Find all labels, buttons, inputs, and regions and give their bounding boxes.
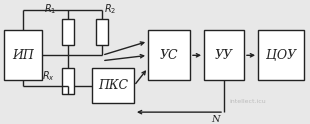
Text: УУ: УУ xyxy=(215,49,233,62)
Bar xyxy=(92,68,134,103)
Text: $R_x$: $R_x$ xyxy=(42,69,55,83)
Text: $R_1$: $R_1$ xyxy=(44,2,56,16)
Text: N: N xyxy=(211,115,220,124)
Bar xyxy=(258,30,304,80)
Text: intellect.icu: intellect.icu xyxy=(230,99,266,104)
Bar xyxy=(62,68,74,94)
Text: УС: УС xyxy=(160,49,178,62)
Text: $R_2$: $R_2$ xyxy=(104,2,116,16)
Text: ИП: ИП xyxy=(12,49,34,62)
Text: ЦОУ: ЦОУ xyxy=(266,49,296,62)
Bar xyxy=(204,30,244,80)
Bar xyxy=(62,19,74,45)
Bar xyxy=(4,30,42,80)
Bar xyxy=(148,30,190,80)
Bar xyxy=(96,19,108,45)
Text: ПКС: ПКС xyxy=(98,79,128,92)
